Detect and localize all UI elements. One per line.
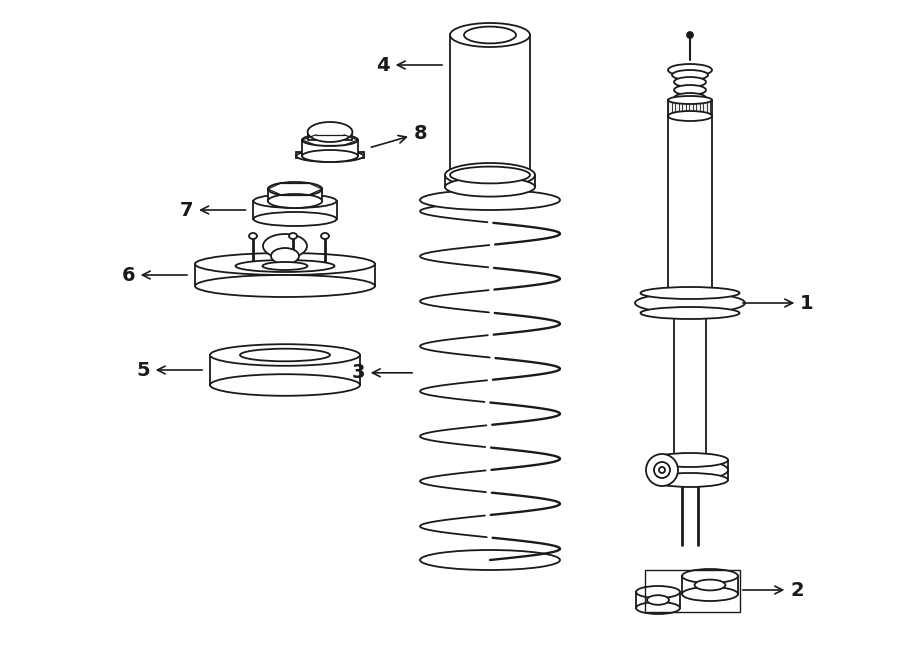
Ellipse shape — [668, 112, 712, 120]
Ellipse shape — [268, 182, 322, 196]
Ellipse shape — [672, 70, 708, 80]
Ellipse shape — [646, 454, 678, 486]
Ellipse shape — [659, 467, 665, 473]
Bar — [302, 140, 358, 156]
Bar — [668, 100, 712, 116]
Ellipse shape — [652, 473, 728, 487]
Ellipse shape — [263, 234, 307, 258]
Ellipse shape — [635, 293, 745, 313]
Ellipse shape — [641, 287, 740, 299]
Text: 8: 8 — [372, 124, 428, 147]
Bar — [210, 355, 360, 385]
Ellipse shape — [302, 150, 358, 162]
Bar — [674, 315, 706, 460]
Ellipse shape — [210, 374, 360, 396]
Text: 3: 3 — [352, 363, 412, 382]
Ellipse shape — [636, 586, 680, 598]
Bar — [668, 293, 712, 313]
Ellipse shape — [652, 453, 728, 467]
Bar — [296, 152, 364, 158]
Ellipse shape — [296, 150, 364, 162]
Ellipse shape — [641, 307, 740, 319]
Ellipse shape — [420, 190, 560, 210]
Ellipse shape — [420, 550, 560, 570]
Ellipse shape — [652, 460, 728, 480]
Ellipse shape — [289, 233, 297, 239]
Bar — [652, 460, 728, 480]
Bar — [668, 116, 712, 295]
Ellipse shape — [654, 462, 670, 478]
Bar — [636, 592, 680, 608]
Ellipse shape — [195, 275, 375, 297]
Ellipse shape — [695, 580, 725, 591]
Ellipse shape — [445, 163, 535, 187]
Ellipse shape — [674, 85, 706, 95]
Text: 5: 5 — [137, 361, 202, 379]
Ellipse shape — [464, 26, 516, 44]
Bar — [268, 189, 322, 201]
Ellipse shape — [674, 77, 706, 87]
Ellipse shape — [687, 32, 693, 38]
Bar — [254, 201, 337, 219]
Ellipse shape — [668, 64, 712, 76]
Ellipse shape — [263, 262, 308, 270]
Text: 2: 2 — [742, 581, 804, 600]
Ellipse shape — [682, 587, 738, 601]
Text: 7: 7 — [180, 201, 246, 220]
Bar — [195, 264, 375, 286]
Ellipse shape — [674, 456, 706, 464]
Ellipse shape — [195, 253, 375, 275]
Text: 1: 1 — [742, 293, 814, 312]
Ellipse shape — [271, 248, 299, 264]
Ellipse shape — [668, 111, 712, 121]
Bar — [682, 576, 738, 594]
Ellipse shape — [254, 212, 337, 226]
Ellipse shape — [308, 122, 353, 142]
Ellipse shape — [674, 93, 706, 103]
Ellipse shape — [240, 349, 330, 361]
Bar — [445, 175, 535, 187]
Ellipse shape — [249, 233, 257, 239]
Ellipse shape — [210, 344, 360, 366]
Ellipse shape — [236, 260, 335, 272]
Ellipse shape — [302, 134, 358, 146]
Ellipse shape — [450, 167, 530, 183]
Bar — [645, 570, 740, 612]
Ellipse shape — [450, 23, 530, 47]
Bar — [308, 132, 353, 140]
Ellipse shape — [321, 233, 329, 239]
Ellipse shape — [254, 194, 337, 208]
Ellipse shape — [636, 602, 680, 614]
Ellipse shape — [682, 569, 738, 583]
Ellipse shape — [268, 194, 322, 208]
Ellipse shape — [647, 595, 669, 605]
Bar — [450, 35, 530, 175]
Ellipse shape — [668, 290, 712, 300]
Text: 6: 6 — [122, 265, 187, 285]
Ellipse shape — [445, 177, 535, 197]
Text: 4: 4 — [376, 56, 442, 75]
Ellipse shape — [668, 96, 712, 104]
